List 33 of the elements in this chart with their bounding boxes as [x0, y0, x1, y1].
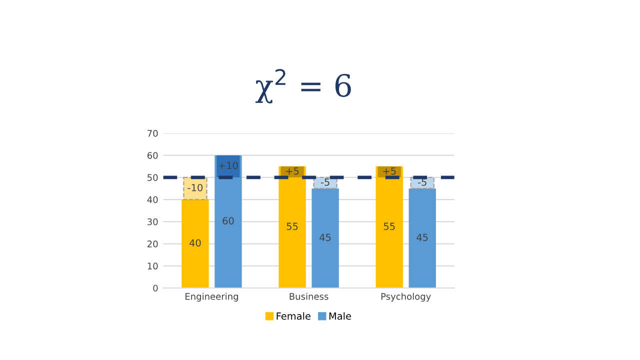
chart-title: χ$^{2}$ = 6	[255, 68, 351, 104]
y-tick-label: 0	[153, 284, 158, 292]
y-tick-label: 10	[148, 262, 158, 270]
bar	[278, 166, 306, 288]
bar	[313, 176, 338, 190]
data-label: 60	[222, 217, 234, 224]
y-tick-label: 50	[148, 174, 158, 181]
data-label: -5	[320, 178, 330, 186]
y-tick-label: 70	[148, 130, 158, 137]
data-label: 55	[384, 222, 395, 230]
y-tick-label: 40	[147, 196, 158, 204]
data-label: 45	[416, 234, 428, 242]
y-tick-label: 30	[148, 218, 158, 226]
y-tick-label: 20	[148, 240, 158, 248]
bar	[182, 200, 209, 288]
bar	[408, 188, 436, 288]
data-label: 40	[190, 239, 201, 247]
x-tick-label: Engineering	[186, 292, 238, 302]
data-label: +5	[383, 167, 396, 175]
bar	[376, 166, 403, 288]
data-label: -10	[188, 184, 203, 192]
data-label: 45	[320, 234, 331, 242]
bar	[312, 188, 339, 288]
legend-label: Male	[329, 312, 351, 320]
legend-label: Female	[276, 312, 310, 320]
data-label: +10	[219, 162, 238, 170]
data-label: +5	[286, 167, 299, 175]
x-tick-label: Business	[290, 292, 328, 300]
data-label: -5	[418, 178, 426, 186]
x-tick-label: Psychology	[381, 292, 431, 302]
data-label: 55	[286, 222, 298, 230]
bar	[183, 176, 208, 200]
y-tick-label: 60	[147, 152, 158, 159]
